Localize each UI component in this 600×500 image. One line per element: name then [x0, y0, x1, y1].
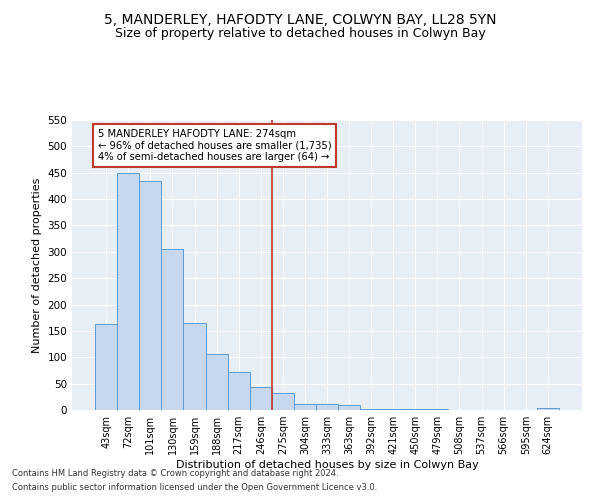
Text: Contains HM Land Registry data © Crown copyright and database right 2024.: Contains HM Land Registry data © Crown c…: [12, 468, 338, 477]
Text: 5, MANDERLEY, HAFODTY LANE, COLWYN BAY, LL28 5YN: 5, MANDERLEY, HAFODTY LANE, COLWYN BAY, …: [104, 12, 496, 26]
Bar: [161, 249, 184, 410]
Bar: [272, 392, 294, 410]
Bar: [206, 354, 227, 410]
Bar: [250, 387, 272, 410]
X-axis label: Distribution of detached houses by size in Colwyn Bay: Distribution of detached houses by size …: [176, 460, 478, 470]
Bar: [95, 324, 117, 410]
Bar: [139, 180, 161, 410]
Text: Contains public sector information licensed under the Open Government Licence v3: Contains public sector information licen…: [12, 484, 377, 492]
Bar: [382, 409, 404, 410]
Text: 5 MANDERLEY HAFODTY LANE: 274sqm
← 96% of detached houses are smaller (1,735)
4%: 5 MANDERLEY HAFODTY LANE: 274sqm ← 96% o…: [97, 128, 331, 162]
Y-axis label: Number of detached properties: Number of detached properties: [32, 178, 42, 352]
Bar: [338, 406, 360, 410]
Bar: [184, 323, 206, 410]
Text: Size of property relative to detached houses in Colwyn Bay: Size of property relative to detached ho…: [115, 28, 485, 40]
Bar: [294, 404, 316, 410]
Bar: [227, 372, 250, 410]
Bar: [316, 404, 338, 410]
Bar: [537, 408, 559, 410]
Bar: [117, 172, 139, 410]
